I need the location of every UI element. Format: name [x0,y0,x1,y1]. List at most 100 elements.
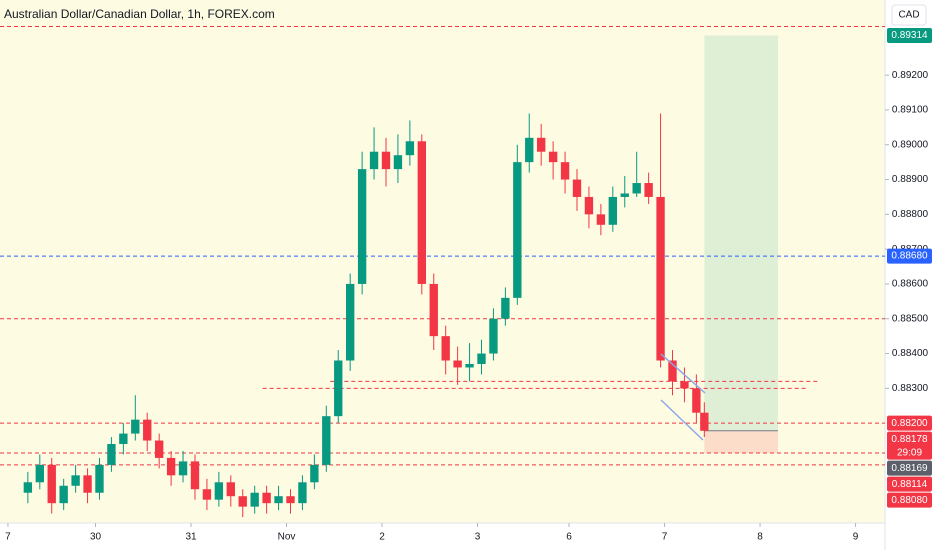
x-tick-label: 31 [185,532,197,543]
candle-body [501,297,510,319]
candle-body [35,464,44,483]
candle-body [238,496,247,507]
x-tick-label: 7 [5,532,11,543]
candle-body [596,214,606,225]
candle-body [178,461,188,476]
candle-body [525,137,534,163]
candle-body [548,151,558,163]
candle-body [357,169,367,284]
candle-body [119,433,128,445]
price-label: 0.88680 [891,251,928,262]
x-tick-label: 6 [566,532,572,543]
price-label: 0.89314 [891,30,928,41]
candle-body [680,381,689,389]
stop-zone [704,430,778,454]
channel-line [660,399,704,441]
countdown: 29:09 [897,447,922,458]
candle-body [584,196,594,215]
y-tick-label: 0.88400 [892,348,929,359]
price-label-box [887,248,932,264]
candle-body [166,457,176,476]
price-label: 0.88114 [892,479,928,490]
x-tick-label: 3 [475,532,481,543]
y-tick-label: 0.88600 [892,279,929,290]
candle-body [214,482,224,500]
price-label: 0.88200 [891,418,928,429]
candle-body [369,151,379,170]
price-label-box [887,476,932,492]
candle-body [143,419,152,441]
y-tick-label: 0.89200 [892,70,929,81]
y-tick-label: 0.88800 [892,209,929,220]
y-tick-label: 0.88300 [892,383,929,394]
x-tick-label: 2 [379,532,385,543]
price-label-box [887,27,932,43]
candle-body [429,283,438,337]
candle-body [346,283,355,361]
candle-body [310,464,319,483]
y-tick-label: 0.89100 [892,105,929,116]
candle-body [107,444,116,465]
x-tick-label: 30 [90,532,102,543]
currency-label: CAD [898,10,919,21]
candle-body [274,496,283,504]
candle-body [202,489,212,500]
candle-body [298,482,307,504]
y-tick-label: 0.88900 [892,174,929,185]
candle-body [644,183,653,197]
candle-body [23,482,33,493]
y-tick-label: 0.88500 [892,313,929,324]
candle-body [226,482,235,497]
candle-body [322,416,331,465]
candle-body [632,183,641,194]
candle-body [441,336,450,361]
price-label: 0.88169 [891,463,928,474]
x-tick-label: 8 [757,532,763,543]
candle-body [71,475,80,486]
currency-button[interactable] [891,4,927,26]
candle-body [393,155,403,170]
candle-body [465,363,474,368]
price-label: 0.88080 [891,495,928,506]
channel-line [660,353,706,394]
candle-body [453,360,462,368]
candle-body [560,162,570,180]
candle-body [668,360,677,382]
candle-body [250,492,259,507]
candle-body [513,162,522,298]
candle-body [417,141,426,284]
price-label-box [887,460,932,476]
candle-body [405,141,415,156]
candle-body [537,137,546,152]
price-label-box [887,415,932,431]
price-label: 0.88178 [891,434,928,445]
candle-body [700,412,709,431]
price-label-box [887,492,932,508]
candle-body [620,193,629,197]
candle-body [477,353,486,364]
candle-body [131,419,140,434]
y-tick-label: 0.89000 [892,139,929,150]
chart-title: Australian Dollar/Canadian Dollar, 1h, F… [4,7,275,21]
candle-body [83,475,92,493]
candle-body [47,464,56,504]
candle-body [154,440,164,458]
x-tick-label: Nov [278,532,296,543]
plot [0,25,885,518]
candle-body [59,485,68,504]
candle-body [572,179,582,197]
candle-body [656,196,665,361]
candle-body [334,360,343,417]
candle-body [190,461,200,490]
candle-body [381,151,391,170]
x-tick-label: 7 [662,532,668,543]
target-zone [704,35,778,431]
candle-body [489,318,498,354]
candle-body [262,492,271,504]
candle-body [692,388,701,413]
candle-body [286,496,295,504]
candle-body [608,196,617,225]
candle-body [95,464,104,493]
price-label-box [887,431,932,460]
